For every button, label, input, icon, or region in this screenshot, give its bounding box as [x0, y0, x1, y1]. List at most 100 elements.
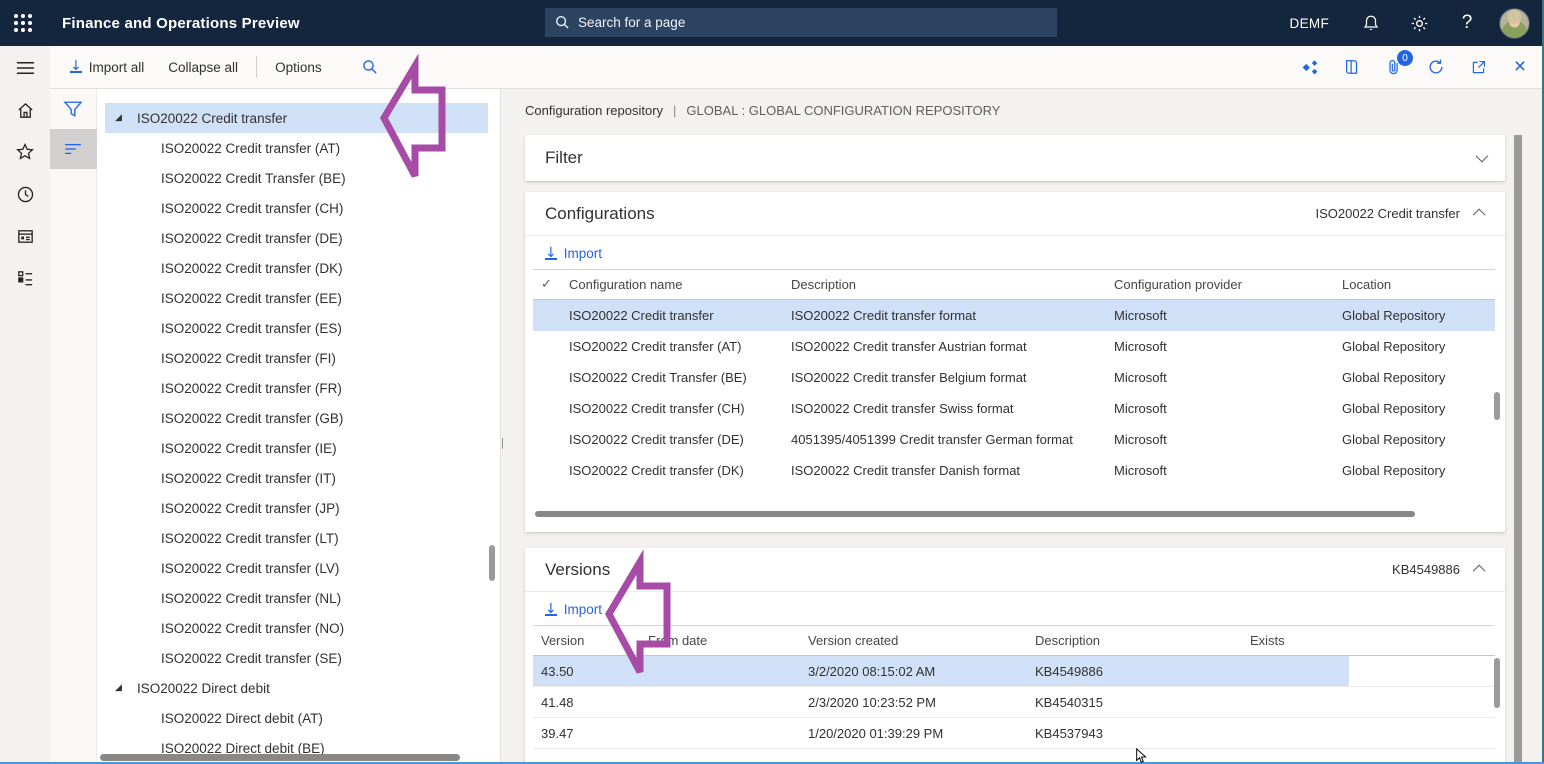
waffle-icon[interactable]: [0, 0, 46, 46]
chevron-down-icon[interactable]: [1475, 149, 1489, 163]
tree-item[interactable]: ISO20022 Credit transfer (GB): [105, 403, 488, 433]
configurations-import-button[interactable]: ↓ Import: [545, 244, 602, 261]
tree-item[interactable]: ISO20022 Credit transfer (FR): [105, 373, 488, 403]
column-header[interactable]: Exists: [1242, 625, 1495, 656]
cell: ISO20022 Credit transfer format: [783, 299, 1106, 331]
refresh-icon[interactable]: [1426, 57, 1446, 77]
version-row[interactable]: 43.50 3/2/2020 08:15:02 AM KB4549886: [533, 655, 1495, 687]
versions-import-button[interactable]: ↓ Import: [545, 600, 602, 617]
user-avatar[interactable]: [1491, 0, 1544, 46]
column-header[interactable]: Version created: [800, 625, 1027, 656]
hamburger-menu-icon[interactable]: [0, 46, 50, 89]
tree-expand-icon[interactable]: ◢: [115, 683, 122, 693]
column-header[interactable]: Configuration name: [561, 269, 783, 300]
column-header[interactable]: Description: [783, 269, 1106, 300]
help-icon[interactable]: ?: [1461, 12, 1473, 33]
configurations-horizontal-scrollbar[interactable]: [533, 510, 1495, 518]
tree-item[interactable]: ISO20022 Credit transfer (JP): [105, 493, 488, 523]
tree-item[interactable]: ISO20022 Direct debit (BE): [105, 733, 488, 763]
notifications-bell-icon[interactable]: [1347, 0, 1395, 46]
tree-item[interactable]: ISO20022 Credit transfer (SE): [105, 643, 488, 673]
tree-item[interactable]: ISO20022 Credit transfer (LT): [105, 523, 488, 553]
tree-list-view-icon[interactable]: [49, 129, 97, 169]
column-header[interactable]: Location: [1334, 269, 1495, 300]
collapse-all-button[interactable]: Collapse all: [168, 59, 239, 75]
attachments-count-badge: 0: [1397, 50, 1413, 66]
configurations-section-header[interactable]: Configurations ISO20022 Credit transfer: [525, 192, 1505, 236]
cell: 43.50: [533, 655, 640, 687]
modules-list-icon[interactable]: [0, 257, 50, 299]
panel-splitter[interactable]: ||: [500, 89, 508, 764]
column-header[interactable]: Configuration provider: [1106, 269, 1334, 300]
cell: [1242, 655, 1495, 687]
column-header[interactable]: Version: [533, 625, 640, 656]
version-row[interactable]: 41.48 2/3/2020 10:23:52 PM KB4540315: [533, 686, 1495, 718]
configurations-vertical-scrollbar[interactable]: [1494, 392, 1500, 420]
chevron-up-icon[interactable]: [1472, 208, 1486, 222]
tree-item[interactable]: ISO20022 Credit transfer (NL): [105, 583, 488, 613]
filter-funnel-icon[interactable]: [50, 89, 97, 129]
cell: ISO20022 Credit transfer (AT): [569, 338, 742, 354]
cell: 4051395/4051399 Credit transfer German f…: [791, 431, 1073, 447]
column-header[interactable]: Description: [1027, 625, 1242, 656]
open-in-new-window-icon[interactable]: [1468, 57, 1488, 77]
close-icon[interactable]: ×: [1513, 55, 1527, 78]
toolbar-search-icon[interactable]: [334, 46, 406, 88]
chevron-up-icon[interactable]: [1472, 564, 1486, 578]
page-vertical-scrollbar[interactable]: [1514, 135, 1522, 764]
versions-section-header[interactable]: Versions KB4549886: [525, 548, 1505, 592]
tree-item[interactable]: ISO20022 Credit transfer (LV): [105, 553, 488, 583]
tree-item[interactable]: ISO20022 Credit transfer (DK): [105, 253, 488, 283]
versions-vertical-scrollbar[interactable]: [1494, 658, 1500, 708]
cell: Global Repository: [1342, 338, 1446, 354]
tree-item[interactable]: ISO20022 Credit Transfer (BE): [105, 163, 488, 193]
tree-item[interactable]: ISO20022 Credit transfer (NO): [105, 613, 488, 643]
configurations-selected-name: ISO20022 Credit transfer: [1315, 206, 1460, 221]
tree-item[interactable]: ISO20022 Credit transfer (CH): [105, 193, 488, 223]
tree-item[interactable]: ISO20022 Credit transfer (FI): [105, 343, 488, 373]
tree-item[interactable]: ISO20022 Credit transfer (ES): [105, 313, 488, 343]
tree-item[interactable]: ISO20022 Credit transfer (IE): [105, 433, 488, 463]
workspaces-icon[interactable]: [0, 215, 50, 257]
tree-item[interactable]: ◢ ISO20022 Credit transfer: [105, 103, 488, 133]
tree-item[interactable]: ISO20022 Credit transfer (IT): [105, 463, 488, 493]
company-picker[interactable]: DEMF: [1289, 15, 1329, 31]
configuration-row[interactable]: ISO20022 Credit transfer (DE) 4051395/405…: [533, 424, 1495, 455]
home-icon[interactable]: [0, 89, 50, 131]
tree-item[interactable]: ISO20022 Credit transfer (EE): [105, 283, 488, 313]
tree-item[interactable]: ISO20022 Credit transfer (AT): [105, 133, 488, 163]
recent-clock-icon[interactable]: [0, 173, 50, 215]
tree-vertical-scrollbar[interactable]: [489, 545, 495, 581]
cell: Microsoft: [1114, 369, 1167, 385]
cell: [533, 455, 561, 486]
insights-icon[interactable]: [1300, 57, 1320, 77]
tree-item-label: ISO20022 Credit transfer (NO): [161, 620, 345, 636]
page-search-input[interactable]: Search for a page: [545, 8, 1057, 37]
tree-item[interactable]: ISO20022 Direct debit (AT): [105, 703, 488, 733]
select-checkmark-icon[interactable]: ✓: [533, 269, 561, 300]
configuration-row[interactable]: ISO20022 Credit transfer (DK) ISO20022 Cr…: [533, 455, 1495, 486]
options-button[interactable]: Options: [275, 59, 322, 75]
configuration-row[interactable]: ISO20022 Credit Transfer (BE) ISO20022 Cr…: [533, 362, 1495, 393]
configuration-row[interactable]: ISO20022 Credit transfer ISO20022 Credit …: [533, 299, 1495, 331]
filter-section-header[interactable]: Filter: [525, 135, 1505, 180]
window-right-edge: [1542, 0, 1544, 764]
configuration-row[interactable]: ISO20022 Credit transfer (CH) ISO20022 Cr…: [533, 393, 1495, 424]
import-all-button[interactable]: ↓ Import all: [70, 58, 145, 75]
version-row[interactable]: 39.47 1/20/2020 01:39:29 PM KB4537943: [533, 717, 1495, 749]
tree-horizontal-scrollbar[interactable]: [100, 754, 460, 761]
cell: Global Repository: [1342, 431, 1446, 447]
settings-gear-icon[interactable]: [1395, 0, 1443, 46]
column-header[interactable]: From date: [640, 625, 800, 656]
breadcrumb-page[interactable]: Configuration repository: [525, 103, 664, 118]
attachments-paperclip-icon[interactable]: 0: [1384, 50, 1413, 77]
cell: [640, 655, 800, 687]
configuration-row[interactable]: ISO20022 Credit transfer (AT) ISO20022 Cr…: [533, 331, 1495, 362]
cell: ISO20022 Credit transfer Swiss format: [791, 400, 1014, 416]
tree-expand-icon[interactable]: ◢: [115, 113, 122, 123]
tree-item[interactable]: ◢ ISO20022 Direct debit: [105, 673, 488, 703]
favorites-star-icon[interactable]: [0, 131, 50, 173]
tree-item[interactable]: ISO20022 Credit transfer (DE): [105, 223, 488, 253]
task-guide-book-icon[interactable]: [1342, 57, 1362, 77]
window-bottom-edge: [0, 762, 1544, 764]
